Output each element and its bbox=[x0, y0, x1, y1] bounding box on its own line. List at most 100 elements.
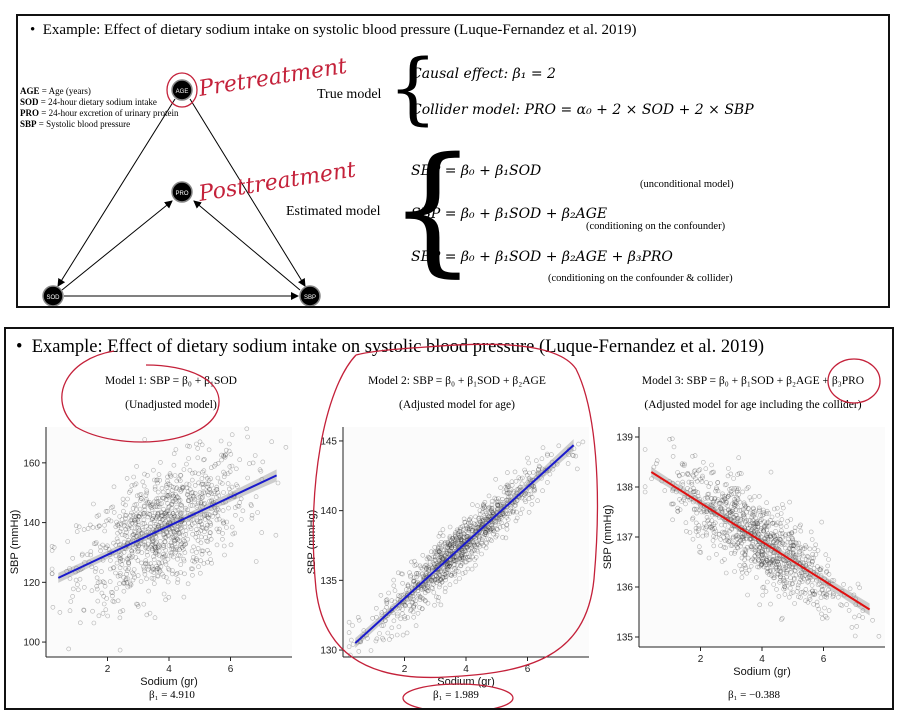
data-point bbox=[435, 548, 441, 554]
data-point bbox=[120, 608, 126, 613]
data-point bbox=[350, 642, 356, 647]
data-point bbox=[412, 582, 418, 587]
data-point bbox=[196, 523, 202, 528]
data-point bbox=[139, 496, 144, 501]
data-point bbox=[126, 560, 131, 566]
data-point bbox=[165, 493, 170, 499]
x-tick-label: 4 bbox=[166, 664, 172, 675]
data-point bbox=[528, 491, 534, 497]
data-point bbox=[361, 628, 367, 633]
data-point bbox=[159, 510, 164, 516]
data-point bbox=[786, 560, 791, 566]
data-point bbox=[123, 576, 129, 581]
data-point bbox=[385, 630, 391, 636]
data-point bbox=[111, 565, 117, 570]
data-point bbox=[125, 568, 130, 573]
data-point bbox=[532, 488, 537, 494]
data-point bbox=[458, 553, 464, 558]
data-point bbox=[384, 599, 390, 605]
data-point bbox=[510, 509, 515, 514]
data-point bbox=[756, 505, 762, 511]
data-point bbox=[145, 529, 151, 534]
data-point bbox=[671, 444, 677, 450]
data-point bbox=[471, 521, 477, 526]
data-point bbox=[484, 526, 489, 532]
data-point bbox=[174, 545, 179, 550]
data-point bbox=[175, 527, 180, 532]
data-point bbox=[493, 534, 499, 540]
data-point bbox=[49, 544, 55, 549]
data-point bbox=[157, 501, 163, 507]
data-point bbox=[467, 557, 473, 563]
data-point bbox=[455, 548, 461, 553]
data-point bbox=[71, 586, 76, 592]
data-point bbox=[92, 569, 98, 574]
data-point bbox=[168, 540, 174, 546]
data-point bbox=[232, 505, 238, 510]
data-point bbox=[240, 508, 246, 514]
data-point bbox=[216, 493, 222, 498]
data-point bbox=[817, 581, 822, 587]
data-point bbox=[164, 575, 169, 580]
data-point bbox=[458, 537, 464, 543]
data-point bbox=[218, 438, 224, 444]
data-point bbox=[186, 498, 191, 504]
data-point bbox=[446, 551, 451, 557]
data-point bbox=[425, 588, 430, 594]
data-point bbox=[781, 575, 786, 581]
data-point bbox=[196, 564, 201, 569]
data-point bbox=[470, 543, 476, 548]
data-point bbox=[459, 548, 465, 553]
svg-text:SBP: SBP bbox=[304, 295, 316, 301]
data-point bbox=[125, 496, 130, 502]
data-point bbox=[796, 540, 802, 546]
data-point bbox=[178, 562, 183, 567]
data-point bbox=[114, 519, 119, 525]
data-point bbox=[443, 574, 448, 580]
data-point bbox=[145, 473, 150, 478]
data-point bbox=[535, 498, 540, 503]
data-point bbox=[118, 559, 123, 564]
data-point bbox=[444, 567, 450, 572]
data-point bbox=[173, 547, 178, 553]
data-point bbox=[209, 465, 214, 470]
data-point bbox=[163, 518, 168, 524]
data-point bbox=[424, 585, 430, 591]
data-point bbox=[236, 504, 242, 509]
data-point bbox=[168, 474, 174, 479]
data-point bbox=[471, 543, 477, 548]
data-point bbox=[179, 503, 184, 509]
data-point bbox=[750, 556, 756, 562]
data-point bbox=[484, 510, 490, 516]
data-point bbox=[135, 558, 141, 563]
data-point bbox=[395, 611, 400, 617]
data-point bbox=[119, 562, 125, 567]
data-point bbox=[158, 519, 163, 525]
data-point bbox=[482, 532, 488, 538]
data-point bbox=[117, 581, 122, 586]
data-point bbox=[155, 513, 160, 519]
data-point bbox=[90, 525, 96, 530]
data-point bbox=[179, 510, 184, 516]
data-point bbox=[165, 478, 170, 484]
data-point bbox=[482, 530, 488, 535]
data-point bbox=[220, 531, 225, 536]
data-point bbox=[122, 533, 128, 538]
data-point bbox=[831, 578, 837, 583]
data-point bbox=[187, 494, 192, 500]
data-point bbox=[258, 468, 264, 474]
data-point bbox=[754, 519, 760, 524]
data-point bbox=[516, 486, 521, 492]
data-point bbox=[435, 576, 440, 582]
data-point bbox=[171, 529, 177, 535]
data-point bbox=[412, 558, 417, 564]
data-point bbox=[213, 462, 218, 467]
data-point bbox=[133, 555, 138, 560]
data-point bbox=[544, 451, 550, 457]
data-point bbox=[421, 584, 426, 590]
data-point bbox=[807, 574, 812, 579]
data-point bbox=[809, 555, 815, 561]
data-point bbox=[420, 566, 425, 572]
data-point bbox=[489, 526, 495, 531]
data-point bbox=[171, 493, 176, 499]
